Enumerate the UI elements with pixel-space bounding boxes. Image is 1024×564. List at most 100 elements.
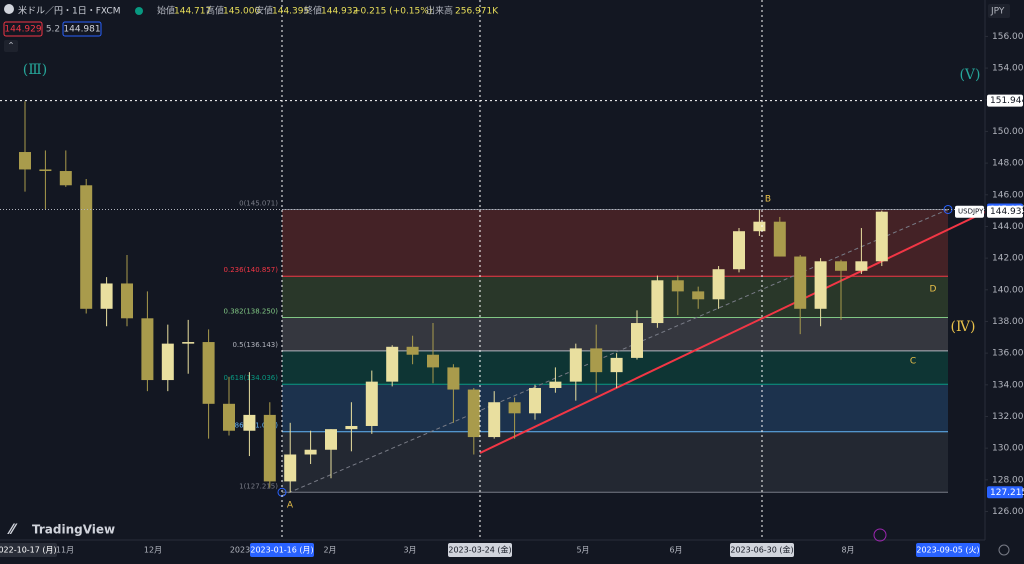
candle-body (549, 381, 562, 388)
y-tick-label: 132.000 (992, 412, 1024, 422)
fib-label: 0.382(138.250) (224, 308, 279, 316)
fib-label: 1(127.215) (239, 482, 278, 490)
currency-button[interactable] (988, 4, 1010, 18)
ohlc-value: 145.000 (223, 7, 260, 17)
volume: 256.971K (455, 7, 499, 17)
logo: TradingView (32, 523, 115, 537)
candle-body (835, 261, 847, 271)
ohlc-label: 始値 (157, 5, 175, 17)
candle-body (121, 283, 133, 319)
time-label: 11月 (56, 546, 74, 555)
y-tick-label: 148.000 (992, 159, 1024, 169)
sell-price[interactable]: 144.929 (4, 25, 41, 35)
collapse-button[interactable] (4, 40, 18, 52)
time-label: 2023 (230, 546, 250, 555)
candle-body (263, 414, 276, 482)
time-label: 2023-06-30 (金) (730, 545, 793, 555)
market-status (135, 7, 143, 15)
ohlc-value: 144.717 (174, 7, 211, 17)
wave-label: C (910, 357, 916, 367)
collapse-icon[interactable]: ⌃ (7, 42, 15, 52)
time-tag (0, 543, 57, 557)
price-tag-label: 151.944 (990, 96, 1024, 106)
symbol: 米ドル／円・1日・FXCM (18, 5, 120, 17)
time-label: 6月 (669, 546, 682, 555)
time-label: 2月 (323, 546, 336, 555)
fib-band (282, 209, 948, 277)
fib-label: 0.5(136.143) (232, 341, 278, 349)
y-tick-label: 128.000 (992, 475, 1024, 485)
event-icon[interactable] (873, 528, 887, 542)
candle-body (467, 389, 480, 438)
fib-band (282, 317, 948, 351)
trend-dashed (281, 209, 949, 497)
wave-label: (Ⅳ) (951, 319, 976, 335)
candle-body (345, 425, 358, 430)
fib-label: 0.236(140.857) (224, 266, 279, 274)
price-tag-label: 144.932 (990, 207, 1024, 217)
candle-body (202, 342, 215, 404)
candle-body (406, 346, 419, 355)
plot: 0(145.071) 0.236(140.857) 0.382(138.250) 0.… (0, 62, 986, 511)
price-tag (987, 94, 1023, 107)
sell-button[interactable] (3, 21, 43, 37)
candle-body (773, 221, 786, 257)
currency[interactable]: JPY (990, 7, 1005, 17)
candle-body (712, 269, 725, 300)
candle-body (80, 185, 93, 309)
candle-body (243, 414, 256, 431)
candle-body (365, 381, 378, 426)
candle-body (141, 318, 154, 381)
y-tick-label: 126.000 (992, 507, 1024, 517)
y-tick-label: 154.000 (992, 64, 1024, 74)
y-tick-label: 134.000 (992, 380, 1024, 390)
candle-body (508, 402, 521, 414)
ohlc-value: 144.395 (272, 7, 309, 17)
y-tick-label: 138.000 (992, 317, 1024, 327)
wave-label: (Ⅲ) (23, 62, 47, 78)
candle-body (631, 323, 643, 358)
candle-body (447, 367, 460, 390)
candle-body (651, 280, 664, 324)
candle-body (223, 403, 235, 431)
candle-body (427, 354, 439, 368)
fib-band (282, 276, 948, 318)
candle-body (814, 261, 827, 309)
y-tick-label: 156.000 (992, 32, 1024, 42)
buy-button[interactable] (62, 21, 102, 37)
logo-mark: ⁄⁄ (7, 522, 18, 538)
wave-label: D (930, 285, 937, 295)
ohlc-label: 終値 (304, 5, 322, 17)
candle-body (875, 211, 888, 262)
time-label: 8月 (841, 546, 854, 555)
candle-body (325, 429, 337, 450)
y-tick-label: 144.000 (992, 222, 1024, 232)
price-tag (987, 205, 1023, 218)
ohlc-label: 高値 (206, 5, 224, 17)
y-tick-label: 146.000 (992, 190, 1024, 200)
y-tick-label: 140.000 (992, 285, 1024, 295)
candle-body (733, 231, 745, 270)
candle-body (304, 449, 317, 455)
settings-icon[interactable] (998, 544, 1010, 556)
buy-price[interactable]: 144.981 (63, 25, 100, 35)
price-tag-label: 127.215 (990, 488, 1024, 498)
candle-body (753, 221, 766, 232)
time-label: 2023-01-16 (月) (250, 546, 313, 555)
candle-body (610, 357, 623, 373)
time-tag (448, 543, 512, 557)
candle-body (488, 402, 501, 438)
volume-label: 出来高 (426, 5, 453, 17)
ohlc-label: 安値 (255, 5, 273, 17)
time-tag (730, 543, 794, 557)
fib-band (282, 431, 948, 493)
candle-body (569, 348, 582, 382)
time-label: 3月 (403, 546, 416, 555)
wave-label: B (765, 195, 771, 205)
candle-body (671, 280, 684, 292)
spread: 5.2 (46, 25, 60, 35)
symbol-icon (4, 4, 14, 14)
ticker-tag (955, 205, 984, 218)
